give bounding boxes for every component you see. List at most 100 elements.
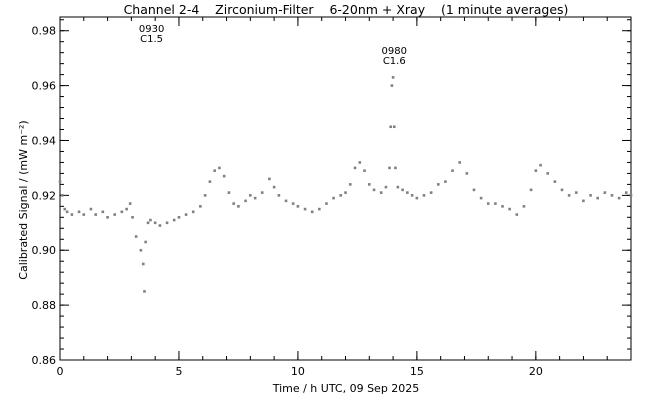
- data-point: [318, 207, 321, 211]
- data-point: [222, 174, 226, 178]
- data-point: [394, 166, 397, 170]
- data-point: [546, 172, 550, 175]
- data-point: [284, 199, 288, 203]
- data-point: [141, 262, 145, 266]
- data-point: [325, 202, 328, 205]
- data-point: [310, 210, 314, 214]
- data-point: [153, 221, 157, 225]
- x-tick-label: 20: [529, 365, 543, 378]
- data-point: [260, 191, 264, 194]
- data-point: [172, 218, 176, 222]
- data-point: [101, 210, 105, 214]
- data-point: [508, 207, 511, 211]
- data-point: [227, 191, 231, 194]
- data-point: [70, 213, 74, 216]
- data-point: [534, 169, 538, 172]
- data-point: [388, 166, 391, 170]
- data-point: [134, 235, 138, 238]
- data-point: [94, 213, 97, 216]
- data-point: [596, 196, 599, 200]
- flare-annotation-label: C1.5: [140, 34, 163, 45]
- data-point: [367, 183, 371, 186]
- data-point: [149, 218, 152, 222]
- data-point: [253, 196, 257, 200]
- data-point: [451, 169, 454, 172]
- data-point: [589, 194, 592, 197]
- plot-frame: [59, 16, 632, 361]
- data-point: [396, 185, 400, 189]
- data-point: [406, 191, 409, 194]
- data-point: [272, 185, 276, 189]
- data-point: [237, 205, 240, 208]
- flare-annotation-label: 0980: [382, 46, 407, 57]
- data-points: [58, 76, 633, 293]
- data-point: [332, 196, 335, 200]
- data-point: [131, 216, 134, 219]
- data-point: [213, 169, 216, 172]
- data-point: [486, 202, 490, 205]
- y-tick-label: 0.94: [32, 134, 57, 147]
- y-axis-label: Calibrated Signal / (mW m⁻²): [17, 120, 30, 279]
- y-tick-label: 0.96: [32, 80, 57, 93]
- data-point: [429, 191, 433, 194]
- data-point: [553, 180, 557, 183]
- data-point: [422, 194, 426, 197]
- data-point: [410, 194, 414, 197]
- data-point: [82, 213, 86, 216]
- data-point: [249, 194, 252, 197]
- data-point: [61, 194, 64, 197]
- data-point: [348, 183, 352, 186]
- data-point: [232, 202, 235, 205]
- data-point: [617, 196, 621, 200]
- data-point: [465, 172, 469, 175]
- data-point: [610, 194, 614, 197]
- chart-title: Channel 2-4 Zirconium-Filter 6-20nm + Xr…: [124, 2, 569, 17]
- x-tick-label: 0: [57, 365, 64, 378]
- data-point: [120, 210, 124, 214]
- data-point: [184, 213, 188, 216]
- data-point: [77, 210, 81, 214]
- data-point: [143, 290, 146, 293]
- data-point: [582, 199, 585, 203]
- y-tick-label: 0.98: [32, 25, 57, 38]
- data-point: [106, 216, 109, 219]
- data-point: [199, 205, 202, 208]
- data-point: [268, 177, 271, 181]
- data-point: [63, 207, 67, 211]
- x-axis-label: Time / h UTC, 09 Sep 2025: [272, 382, 420, 395]
- data-point: [128, 202, 132, 205]
- data-point: [444, 180, 447, 183]
- data-point: [58, 180, 62, 183]
- data-point: [603, 191, 607, 194]
- data-point: [191, 210, 195, 214]
- data-point: [372, 188, 376, 192]
- data-point: [218, 166, 221, 170]
- data-point: [291, 202, 295, 205]
- data-point: [560, 188, 564, 192]
- data-point: [303, 207, 307, 211]
- x-tick-label: 15: [410, 365, 424, 378]
- data-point: [436, 183, 440, 186]
- data-point: [165, 221, 169, 225]
- data-point: [65, 210, 69, 214]
- data-point: [389, 125, 393, 129]
- data-point: [515, 213, 519, 216]
- data-point: [208, 180, 212, 183]
- data-point: [353, 166, 357, 170]
- data-point: [390, 84, 394, 87]
- data-point: [391, 76, 395, 79]
- data-point: [415, 196, 419, 200]
- data-point: [529, 188, 533, 192]
- data-point: [139, 248, 143, 252]
- data-point: [177, 216, 181, 219]
- data-point: [296, 205, 300, 208]
- data-point: [125, 207, 128, 211]
- data-point: [479, 196, 483, 200]
- data-point: [146, 221, 150, 225]
- flare-annotation-label: 0930: [139, 24, 164, 35]
- data-point: [358, 161, 362, 164]
- data-point: [113, 213, 117, 216]
